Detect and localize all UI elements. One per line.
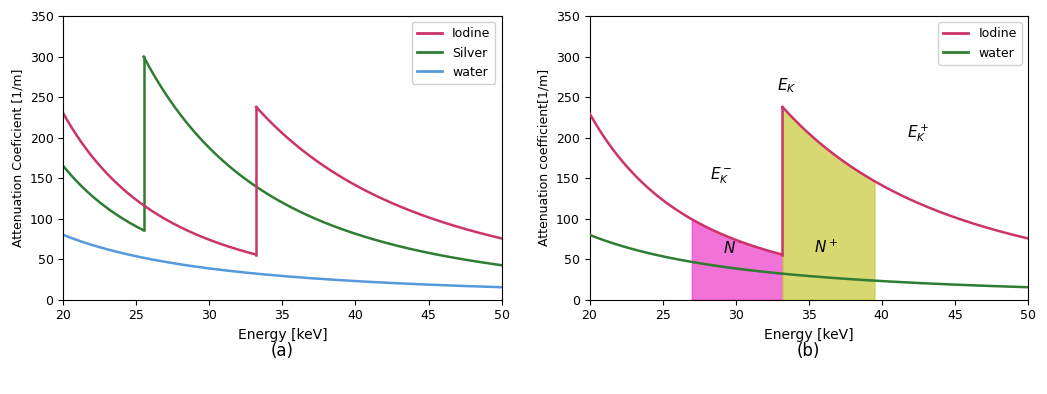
Legend: Iodine, Silver, water: Iodine, Silver, water (411, 22, 495, 84)
water (1009, 284, 1022, 289)
Iodine (776, 104, 788, 109)
X-axis label: Energy [keV]: Energy [keV] (764, 328, 853, 342)
water (483, 284, 495, 289)
water (259, 272, 271, 277)
water (402, 281, 415, 286)
Silver (185, 126, 198, 130)
Line: Iodine: Iodine (257, 107, 502, 238)
Iodine (820, 146, 832, 151)
Iodine (293, 146, 306, 151)
Iodine (920, 204, 933, 209)
Iodine (250, 104, 263, 109)
Text: (b): (b) (797, 342, 821, 360)
water (270, 273, 283, 278)
Iodine (435, 219, 447, 224)
Text: $E_K$: $E_K$ (777, 77, 797, 95)
Silver (198, 140, 210, 145)
water (57, 232, 69, 237)
Text: $N^-$: $N^-$ (723, 240, 748, 256)
Text: $E_K^+$: $E_K^+$ (907, 123, 930, 144)
Legend: Iodine, water: Iodine, water (938, 22, 1022, 65)
Text: $N^+$: $N^+$ (815, 238, 839, 256)
water (605, 241, 618, 245)
Text: (a): (a) (271, 342, 294, 360)
Line: Silver: Silver (143, 57, 502, 265)
water (495, 285, 508, 290)
Iodine (414, 212, 426, 217)
Iodine (961, 219, 974, 224)
Iodine (887, 189, 899, 194)
water (80, 241, 92, 245)
Silver (495, 263, 508, 268)
Iodine (1022, 236, 1034, 241)
Iodine (395, 204, 407, 209)
Line: water: water (63, 235, 502, 287)
Silver (326, 223, 338, 228)
Silver (292, 209, 305, 214)
Silver (333, 226, 346, 230)
Silver (137, 54, 150, 59)
water (1022, 285, 1034, 290)
Line: Iodine: Iodine (782, 107, 1028, 238)
Text: $E_K^-$: $E_K^-$ (710, 166, 732, 186)
Line: water: water (589, 235, 1028, 287)
Y-axis label: Attenuation Coeficient [1/m]: Attenuation Coeficient [1/m] (12, 69, 24, 247)
X-axis label: Energy [keV]: Energy [keV] (238, 328, 328, 342)
water (929, 281, 941, 286)
water (1008, 284, 1021, 289)
Iodine (495, 236, 508, 241)
Y-axis label: Attenuation coefficient[1/m]: Attenuation coefficient[1/m] (537, 69, 551, 247)
water (483, 284, 495, 289)
water (785, 272, 798, 277)
Iodine (840, 160, 852, 165)
Silver (258, 190, 270, 194)
water (583, 232, 596, 237)
Iodine (361, 189, 374, 194)
water (797, 273, 809, 278)
Iodine (313, 160, 326, 165)
Iodine (940, 212, 953, 217)
